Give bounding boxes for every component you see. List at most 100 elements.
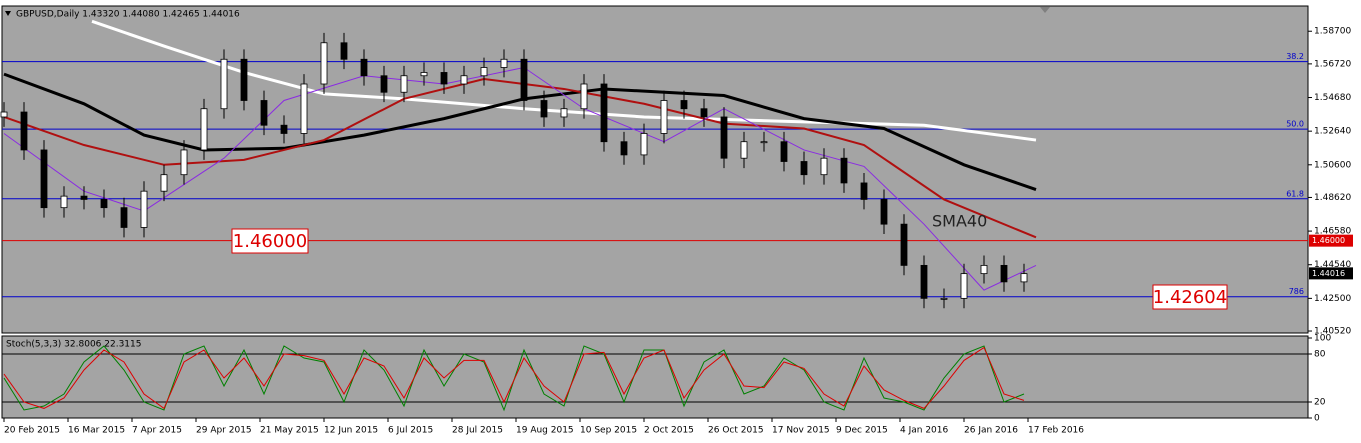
- candle-body: [120, 207, 128, 228]
- price-panel: [1, 5, 1309, 334]
- candle-body: [600, 83, 608, 143]
- candle-body: [880, 199, 888, 225]
- candle-body: [340, 42, 348, 60]
- x-tick-label: 19 Aug 2015: [516, 426, 574, 436]
- candle-body: [760, 141, 768, 144]
- candle-body: [700, 108, 708, 118]
- candle-body: [800, 161, 808, 176]
- candle-body: [680, 100, 688, 110]
- y-tick-label: 1.58700: [1314, 27, 1351, 37]
- y-tick-label: 0: [1314, 414, 1320, 424]
- y-tick-label: 1.40520: [1314, 327, 1351, 337]
- y-tick-label: 1.42500: [1314, 294, 1351, 304]
- candle-body: [500, 58, 508, 68]
- candle-body: [160, 174, 168, 192]
- level-label: 61.8: [1286, 189, 1304, 198]
- candle-body: [980, 264, 988, 275]
- y-tick-label: 1.54680: [1314, 93, 1351, 103]
- candle-body: [220, 58, 228, 110]
- y-tick-label: 1.56720: [1314, 59, 1351, 69]
- x-tick-label: 12 Jun 2015: [324, 426, 378, 436]
- candle-body: [620, 141, 628, 156]
- candle-body: [740, 141, 748, 159]
- x-tick-label: 17 Feb 2016: [1028, 426, 1084, 436]
- x-tick-label: 7 Apr 2015: [132, 426, 182, 436]
- x-tick-label: 9 Dec 2015: [836, 426, 888, 436]
- x-tick-label: 6 Jul 2015: [388, 426, 433, 436]
- candle-body: [580, 83, 588, 110]
- candle-body: [260, 100, 268, 126]
- candle-body: [380, 75, 388, 93]
- shift-marker: [1040, 7, 1050, 13]
- candle-body: [860, 182, 868, 200]
- candle-body: [560, 108, 568, 118]
- annotation: 1.42604: [1153, 287, 1227, 308]
- candle-body: [1000, 264, 1008, 283]
- chart-title: GBPUSD,Daily 1.43320 1.44080 1.42465 1.4…: [16, 10, 240, 20]
- candle-body: [900, 223, 908, 266]
- price-tag: [1309, 234, 1353, 247]
- candle-body: [200, 108, 208, 151]
- x-tick-label: 28 Jul 2015: [452, 426, 503, 436]
- level-label: 786: [1289, 287, 1304, 296]
- annotation-box: [1152, 284, 1228, 310]
- y-tick-label: 80: [1314, 350, 1326, 360]
- candle-body: [240, 58, 248, 101]
- y-tick-label: 100: [1314, 334, 1331, 344]
- candle-body: [60, 195, 68, 209]
- price-tag-label: 1.44016: [1312, 269, 1345, 278]
- candle-body: [280, 124, 288, 134]
- candle-body: [920, 264, 928, 299]
- oscillator-line: [3, 346, 1025, 410]
- price-tag-label: 1.46000: [1312, 236, 1345, 245]
- x-tick-label: 21 May 2015: [260, 426, 319, 436]
- candle-body: [100, 199, 108, 209]
- candle-body: [440, 72, 448, 85]
- candle-body: [660, 100, 668, 134]
- y-tick-label: 1.52640: [1314, 127, 1351, 137]
- y-tick-label: 20: [1314, 398, 1326, 408]
- candle-body: [320, 42, 328, 85]
- candle-body: [400, 75, 408, 93]
- candle-body: [540, 100, 548, 118]
- candle-body: [40, 149, 48, 209]
- price-tag: [1309, 267, 1353, 280]
- candle-body: [480, 67, 488, 77]
- candle-body: [420, 72, 428, 77]
- oscillator-title: Stoch(5,3,3) 32.8006 22.3115: [6, 340, 141, 350]
- candle-body: [840, 157, 848, 184]
- candle-body: [780, 141, 788, 162]
- candle-body: [300, 83, 308, 134]
- candle-body: [140, 190, 148, 228]
- y-tick-label: 1.50600: [1314, 160, 1351, 170]
- level-label: 50.0: [1286, 120, 1304, 129]
- candle-body: [80, 195, 88, 200]
- x-tick-label: 16 Mar 2015: [68, 426, 125, 436]
- x-tick-label: 26 Oct 2015: [708, 426, 764, 436]
- x-tick-label: 2 Oct 2015: [644, 426, 694, 436]
- candle-body: [940, 297, 948, 300]
- candle-body: [20, 111, 28, 151]
- moving-average: [91, 19, 1037, 142]
- candle-body: [180, 149, 188, 176]
- x-tick-label: 29 Apr 2015: [196, 426, 252, 436]
- menu-arrow: [5, 11, 11, 16]
- x-tick-label: 17 Nov 2015: [772, 426, 830, 436]
- y-tick-label: 1.44540: [1314, 260, 1351, 270]
- candle-body: [960, 273, 968, 299]
- candle-body: [520, 58, 528, 101]
- candle-body: [360, 58, 368, 77]
- candle-body: [460, 75, 468, 85]
- x-tick-label: 10 Sep 2015: [580, 426, 637, 436]
- annotation-box: [231, 228, 309, 254]
- candle-body: [1020, 273, 1028, 283]
- x-tick-label: 26 Jan 2016: [964, 426, 1018, 436]
- candle-body: [640, 133, 648, 156]
- candle-body: [720, 116, 728, 159]
- annotation: SMA40: [932, 212, 987, 231]
- x-tick-label: 4 Jan 2016: [900, 426, 948, 436]
- candle-body: [820, 157, 828, 176]
- x-tick-label: 20 Feb 2015: [4, 426, 60, 436]
- annotation: 1.46000: [233, 231, 307, 252]
